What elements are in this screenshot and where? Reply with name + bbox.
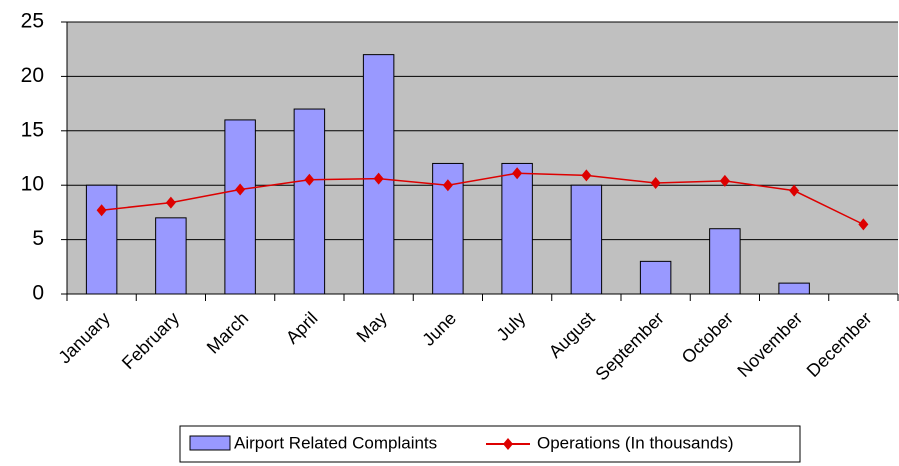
y-tick-label: 5: [32, 227, 44, 250]
y-tick-label: 0: [32, 282, 44, 305]
legend: Airport Related Complaints Operations (I…: [179, 425, 801, 463]
legend-marker: [503, 438, 513, 450]
bar: [778, 282, 810, 295]
y-tick-label: 20: [21, 64, 44, 87]
x-tick-label: January: [54, 308, 113, 367]
y-tick-label: 25: [21, 10, 44, 33]
bar: [293, 108, 326, 295]
x-tick-label: April: [282, 308, 322, 348]
x-tick-label: November: [733, 308, 806, 381]
marker: [304, 173, 315, 186]
x-tick-label: October: [678, 308, 737, 367]
x-tick-label: December: [803, 308, 876, 381]
bar: [224, 119, 256, 295]
marker: [858, 218, 869, 231]
x-tick-label: May: [353, 308, 391, 346]
bar: [570, 184, 603, 295]
y-tick-label: 15: [21, 118, 44, 141]
bar: [501, 162, 533, 295]
marker: [512, 167, 523, 180]
x-tick-label: September: [591, 308, 667, 384]
x-tick-label: July: [493, 308, 530, 345]
x-tick-label: March: [203, 308, 253, 358]
marker: [373, 172, 384, 185]
y-tick-label: 10: [21, 173, 44, 196]
marker: [96, 204, 107, 217]
x-tick-label: February: [118, 308, 183, 373]
legend-label: Operations (In thousands): [537, 433, 734, 452]
x-tick-label: August: [545, 308, 599, 362]
marker: [789, 184, 800, 197]
legend-label: Airport Related Complaints: [234, 433, 437, 452]
bar: [155, 217, 187, 295]
line: [101, 172, 864, 226]
marker: [719, 174, 730, 187]
legend-swatch-bar: [189, 435, 231, 451]
plot-area: [67, 22, 898, 294]
bar: [85, 184, 118, 295]
bar: [709, 228, 741, 295]
bar: [639, 260, 672, 295]
marker: [235, 183, 246, 196]
marker: [650, 177, 661, 190]
marker: [165, 196, 176, 209]
marker: [442, 179, 453, 192]
marker: [581, 169, 592, 182]
x-tick-label: June: [418, 308, 460, 350]
